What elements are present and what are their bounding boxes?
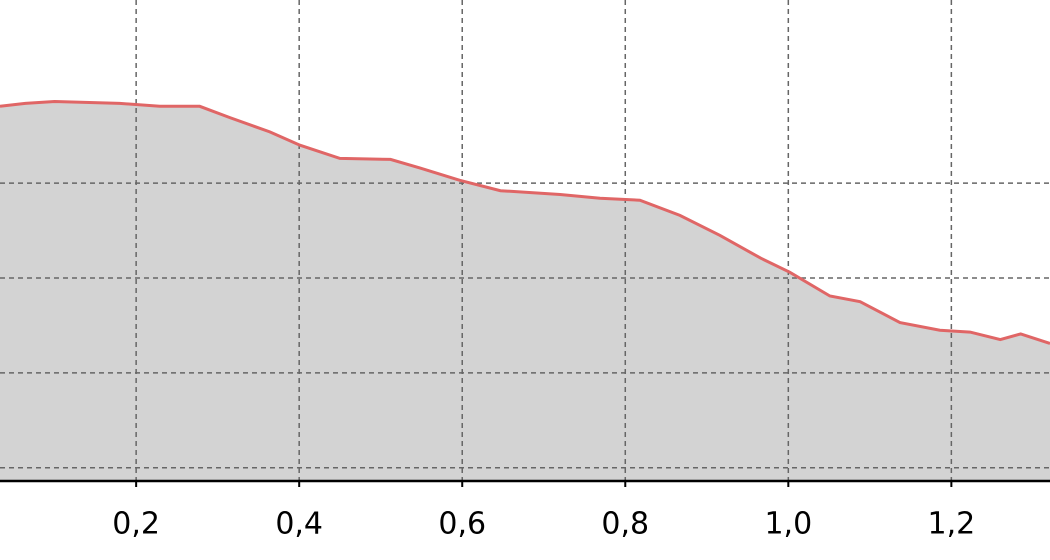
x-tick-label: 0,4 (275, 507, 323, 542)
area (0, 101, 1050, 481)
x-tick-label: 0,6 (438, 507, 486, 542)
x-tick-label: 0,8 (601, 507, 649, 542)
x-tick-label: 1,0 (764, 507, 812, 542)
x-tick-label: 0,2 (112, 507, 160, 542)
x-tick-label: 1,2 (927, 507, 975, 542)
line (0, 99, 1050, 345)
